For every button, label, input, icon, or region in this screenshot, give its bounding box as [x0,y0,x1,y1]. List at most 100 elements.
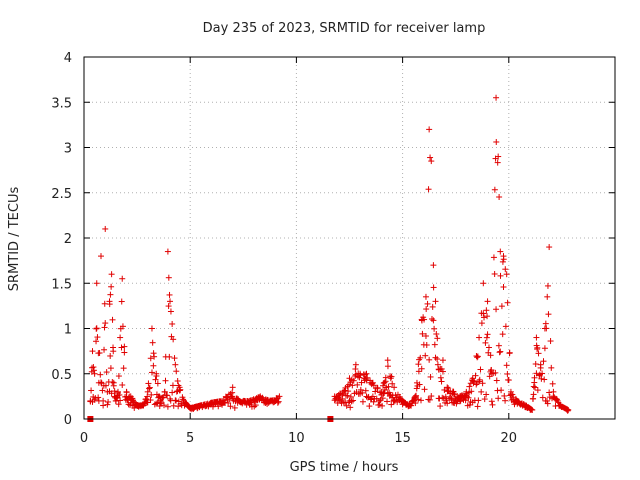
data-point [140,402,147,409]
data-point [187,405,194,412]
data-point [197,402,204,409]
data-point [428,393,435,400]
data-point [405,402,412,409]
data-point [499,258,506,265]
data-point [539,370,546,377]
data-point [468,388,475,395]
data-point [497,272,504,279]
data-point [162,377,169,384]
data-point [482,339,489,346]
data-point [469,375,476,382]
data-point [170,336,177,343]
data-point [464,393,471,400]
data-point [425,186,432,193]
data-point [362,376,369,383]
data-point [120,365,127,372]
data-point [366,403,373,410]
data-point [145,380,152,387]
data-point [447,394,454,401]
y-tick-label: 3 [64,142,72,157]
data-point [426,126,433,133]
data-point [497,248,504,255]
data-point [434,356,441,363]
data-point [369,379,376,386]
data-point [456,393,463,400]
data-point [379,402,386,409]
data-point [276,393,283,400]
data-point [417,354,424,361]
data-point [101,324,108,331]
data-point [388,401,395,408]
data-point [472,372,479,379]
y-tick-label: 0 [64,413,72,428]
data-point [374,385,381,392]
data-point [158,399,165,406]
data-point [152,376,159,383]
data-point [429,303,436,310]
data-point [502,266,509,273]
data-point [347,404,354,411]
data-point [499,331,506,338]
data-point [564,407,571,414]
data-point [88,387,95,394]
data-point [481,314,488,321]
data-point [144,388,151,395]
data-point [119,323,126,330]
data-point [426,396,433,403]
data-point [148,325,155,332]
data-point [488,370,495,377]
data-point [169,382,176,389]
data-point [546,244,553,251]
data-point [550,388,557,395]
data-point [430,284,437,291]
data-point [100,397,107,404]
data-point [343,402,350,409]
data-point [165,303,172,310]
data-point [423,342,430,349]
data-point [433,331,440,338]
data-point [115,373,122,380]
data-point [346,381,353,388]
data-point [93,338,100,345]
data-point [527,405,534,412]
data-point [114,388,121,395]
data-point [118,344,125,351]
x-tick-label: 10 [288,431,305,446]
x-tick-label: 15 [394,431,411,446]
data-point [493,94,500,101]
data-point [538,375,545,382]
data-point [358,379,365,386]
data-point [121,343,128,350]
data-point [531,384,538,391]
data-point [127,393,134,400]
data-point [362,387,369,394]
data-point [119,382,126,389]
data-point [370,398,377,405]
data-point [475,397,482,404]
data-point [419,330,426,337]
data-point [496,349,503,356]
data-point [478,320,485,327]
data-point [110,348,117,355]
data-point [147,355,154,362]
chart-title: Day 235 of 2023, SRMTID for receiver lam… [203,21,486,36]
data-point [435,366,442,373]
x-tick-label: 20 [501,431,518,446]
data-point [160,394,167,401]
data-point [350,377,357,384]
data-point [474,354,481,361]
data-point [493,138,500,145]
x-tick-label: 5 [186,431,194,446]
data-point [388,373,395,380]
data-point [359,389,366,396]
data-point [110,379,117,386]
data-point [483,307,490,314]
data-point [544,282,551,289]
data-point [340,388,347,395]
data-point [504,370,511,377]
data-point [495,395,502,402]
data-point [479,380,486,387]
data-point [421,386,428,393]
data-point [476,376,483,383]
data-point [252,402,259,409]
